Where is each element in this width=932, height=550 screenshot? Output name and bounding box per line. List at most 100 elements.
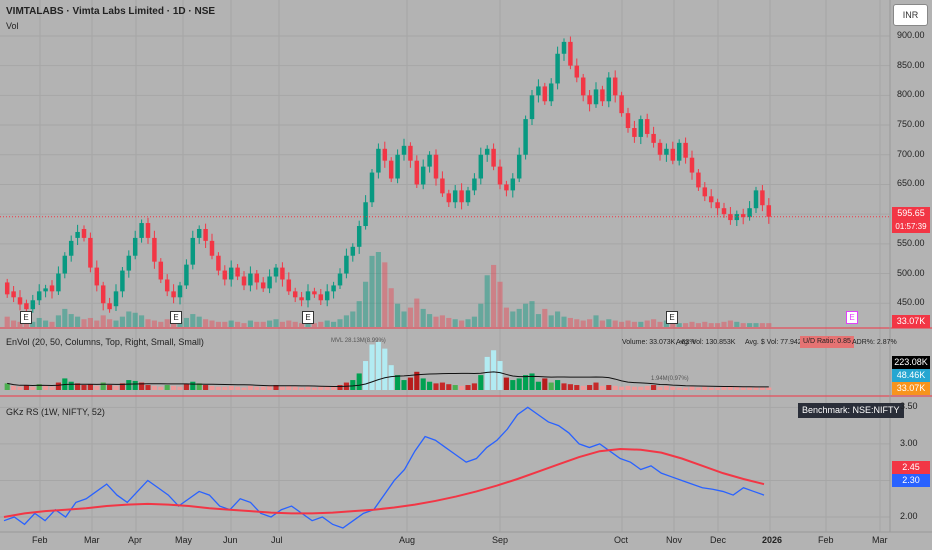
volume-bar: [43, 320, 49, 327]
volume-bar: [503, 307, 509, 327]
candle-body: [388, 160, 394, 179]
candle-body: [318, 294, 324, 301]
price-tick: 450.00: [897, 297, 925, 308]
envol-bar: [375, 342, 381, 390]
candle-body: [644, 119, 650, 134]
volume-bar: [683, 323, 689, 327]
envol-bar: [222, 386, 228, 390]
rs-moving-average: [3, 448, 765, 519]
volume-bar: [593, 315, 599, 327]
gkz-title[interactable]: GKz RS (1W, NIFTY, 52): [6, 407, 105, 417]
volume-bar: [375, 252, 381, 327]
envol-bar: [43, 385, 49, 390]
currency-button[interactable]: INR: [893, 4, 928, 26]
candle-body: [625, 113, 631, 129]
envol-bar: [279, 386, 285, 390]
volume-bar: [299, 323, 305, 327]
volume-bar: [420, 308, 426, 327]
envol-bar: [459, 385, 465, 390]
volume-bar: [350, 311, 356, 327]
volume-last-label: 33.07K: [892, 315, 930, 328]
volume-bar: [766, 323, 772, 327]
envol-bar: [126, 380, 132, 390]
candle-body: [497, 166, 503, 185]
candle-body: [203, 228, 208, 241]
candle-body: [286, 279, 292, 292]
earnings-marker[interactable]: E: [20, 311, 32, 324]
candle-body: [312, 291, 317, 295]
candle-body: [491, 148, 496, 167]
envol-adr: ADR%: 2.87%: [852, 339, 897, 346]
earnings-marker[interactable]: E: [666, 311, 678, 324]
volume-bar: [612, 320, 618, 327]
volume-bar: [644, 320, 650, 327]
symbol-title[interactable]: VIMTALABS · Vimta Labs Limited · 1D · NS…: [6, 6, 216, 17]
envol-bar: [657, 386, 663, 390]
envol-bar: [670, 386, 676, 390]
candle-body: [721, 208, 727, 215]
rs-tick: 2.00: [900, 511, 918, 522]
envol-bar: [36, 384, 42, 390]
envol-bar: [734, 386, 740, 390]
envol-bar: [318, 386, 324, 390]
candle-body: [139, 223, 144, 238]
candle-body: [305, 291, 311, 301]
volume-bar: [343, 315, 349, 327]
volume-bar: [81, 319, 87, 327]
price-tick: 650.00: [897, 178, 925, 189]
volume-bar: [439, 315, 445, 327]
volume-bar: [753, 323, 759, 327]
envol-ud-ratio: U/D Ratio: 0.85: [800, 336, 854, 348]
candle-body: [753, 190, 759, 209]
envol-bar: [395, 375, 401, 390]
volume-bar: [209, 320, 215, 327]
envol-bar: [638, 386, 644, 390]
candle-body: [49, 285, 55, 292]
envol-title[interactable]: EnVol (20, 50, Columns, Top, Right, Smal…: [6, 337, 204, 347]
candle-body: [350, 246, 356, 256]
earnings-marker[interactable]: E: [170, 311, 182, 324]
candle-body: [657, 142, 663, 155]
envol-bar: [401, 380, 407, 390]
candle-body: [177, 285, 183, 298]
candle-body: [676, 142, 682, 161]
price-tick: 900.00: [897, 29, 925, 40]
candle-body: [36, 291, 42, 301]
candle-body: [107, 303, 112, 310]
envol-bar: [267, 385, 273, 390]
vol-indicator-label[interactable]: Vol: [6, 21, 19, 31]
volume-bar: [164, 319, 170, 327]
volume-bar: [286, 320, 292, 327]
candle-body: [433, 154, 439, 179]
rs-line-label: 2.30: [892, 474, 930, 487]
volume-bar: [49, 321, 55, 327]
envol-bar: [727, 385, 733, 390]
volume-bar: [734, 321, 740, 327]
envol-max-annotation: MVL 28.13M(8.99%): [331, 338, 386, 344]
earnings-marker[interactable]: E: [302, 311, 314, 324]
volume-bar: [523, 303, 529, 327]
envol-bar: [17, 386, 23, 390]
candle-body: [600, 89, 605, 102]
candle-body: [587, 95, 592, 105]
envol-bar: [542, 378, 548, 390]
envol-bar: [753, 387, 759, 390]
volume-bar: [139, 315, 145, 327]
envol-bar: [331, 386, 337, 390]
envol-bar: [119, 383, 125, 390]
candle-body: [100, 285, 106, 304]
earnings-marker[interactable]: E: [846, 311, 858, 324]
envol-bar: [439, 382, 445, 390]
volume-bar: [599, 320, 605, 327]
envol-label-1: 223.08K: [892, 356, 930, 369]
volume-bar: [446, 317, 452, 327]
volume-bar: [305, 321, 311, 327]
candle-body: [113, 291, 119, 307]
envol-bar: [247, 385, 253, 390]
envol-label-3: 33.07K: [892, 382, 930, 395]
envol-bar: [625, 385, 631, 390]
envol-bar: [100, 382, 106, 390]
volume-bar: [484, 275, 490, 327]
candle-body: [216, 255, 221, 271]
